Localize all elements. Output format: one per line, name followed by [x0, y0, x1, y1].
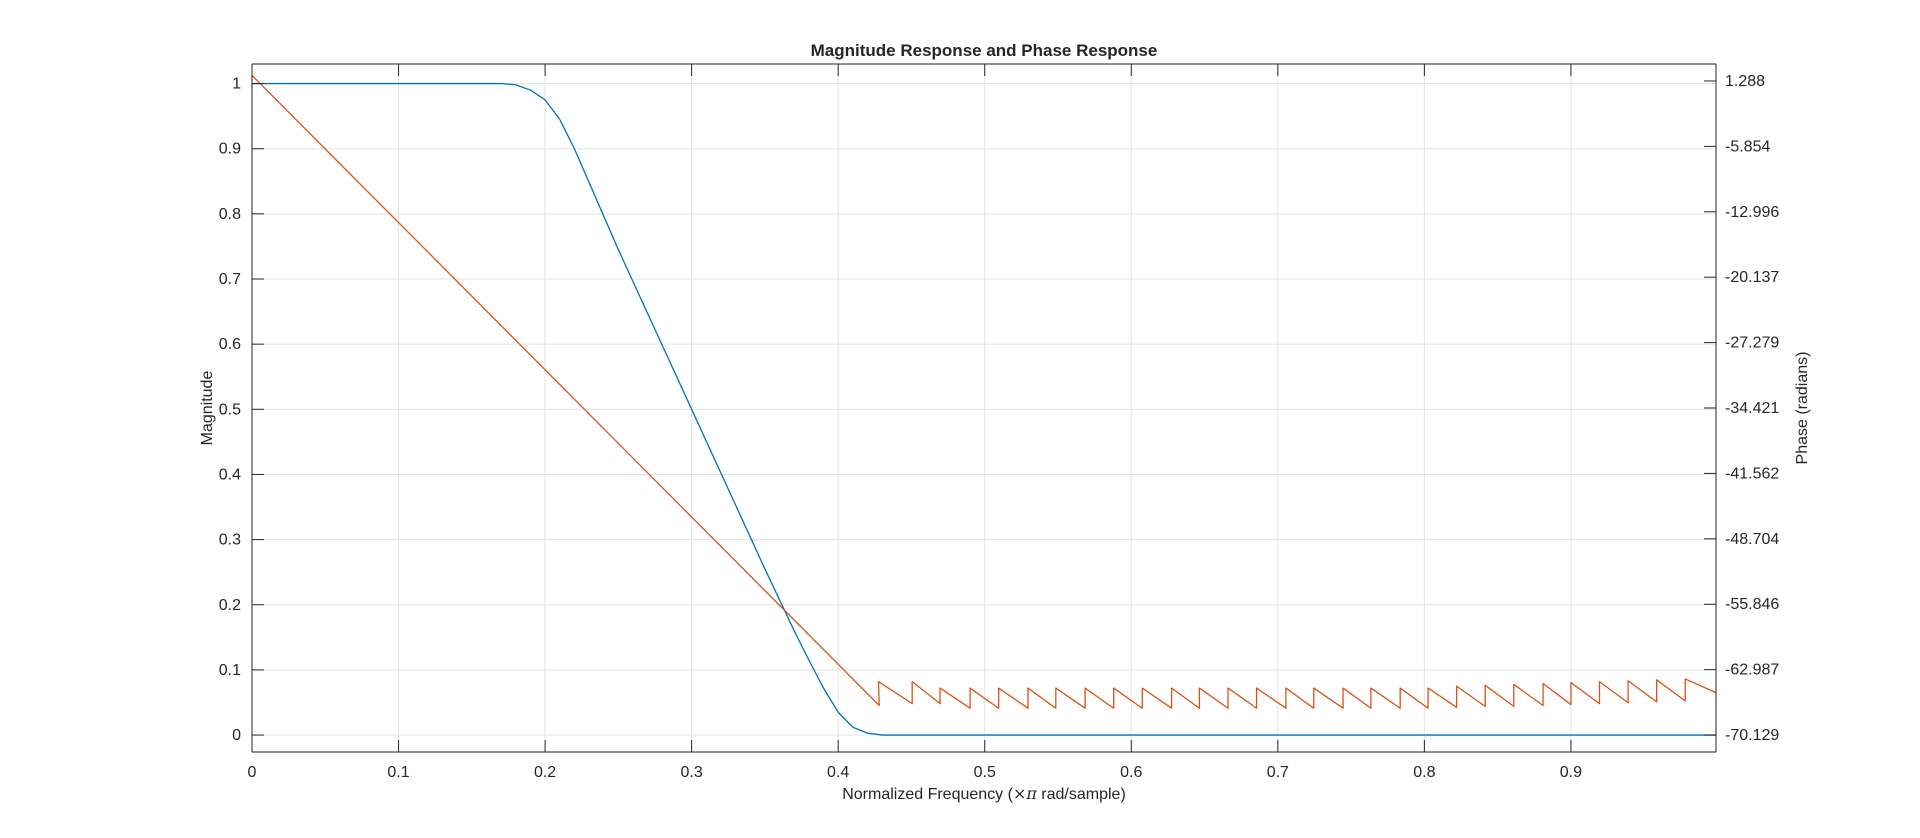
y-left-tick-label: 0.3: [219, 532, 241, 549]
x-tick-label: 0.3: [681, 764, 703, 781]
y-left-tick-label: 0.4: [219, 466, 241, 483]
y-left-tick-label: 0: [232, 727, 241, 744]
y-right-tick-label: -55.846: [1725, 596, 1779, 613]
y-right-tick-label: -41.562: [1725, 465, 1779, 482]
y-right-tick-label: -20.137: [1725, 269, 1779, 286]
plot-area: [252, 64, 1716, 752]
axis-ticks: 0 0.1 0.2 0.3 0.4 0.5 0.6 0.7 0.8 0.9 0 0.1 0.2 0.3 0.…: [219, 64, 1779, 781]
y-left-tick-label: 0.6: [219, 336, 241, 353]
y-right-tick-label: -48.704: [1725, 531, 1779, 548]
y-right-tick-label: -34.421: [1725, 400, 1779, 417]
x-tick-label: 0: [248, 764, 257, 781]
y-axis-label-right: Phase (radians): [1794, 352, 1811, 465]
y-right-tick-label: -27.279: [1725, 335, 1779, 352]
y-left-tick-label: 0.9: [219, 141, 241, 158]
x-axis-label-start: Normalized Frequency (: [842, 786, 1013, 803]
x-axis-label-end: rad/sample): [1037, 786, 1126, 803]
x-axis-label: Normalized Frequency (×π rad/sample): [842, 784, 1126, 803]
x-tick-label: 0.2: [534, 764, 556, 781]
chart-title: Magnitude Response and Phase Response: [811, 41, 1158, 60]
x-tick-label: 0.1: [387, 764, 409, 781]
y-left-tick-label: 0.7: [219, 271, 241, 288]
x-tick-label: 0.8: [1413, 764, 1435, 781]
y-axis-label-left: Magnitude: [199, 371, 216, 446]
y-left-tick-label: 0.8: [219, 206, 241, 223]
x-tick-label: 0.9: [1560, 764, 1582, 781]
magnitude-response-line: [252, 82, 1716, 736]
x-tick-label: 0.6: [1120, 764, 1142, 781]
y-left-tick-label: 0.2: [219, 597, 241, 614]
y-right-tick-label: 1.288: [1725, 73, 1765, 90]
series-lines: [251, 74, 1717, 736]
x-tick-label: 0.7: [1267, 764, 1289, 781]
x-axis-label-symbol: ×π: [1013, 784, 1037, 803]
y-left-tick-label: 0.1: [219, 662, 241, 679]
y-right-tick-label: -70.129: [1725, 727, 1779, 744]
x-tick-label: 0.4: [827, 764, 849, 781]
y-right-tick-label: -12.996: [1725, 204, 1779, 221]
phase-response-line: [251, 74, 1717, 709]
y-right-tick-label: -5.854: [1725, 138, 1770, 155]
x-tick-label: 0.5: [974, 764, 996, 781]
y-left-tick-label: 0.5: [219, 401, 241, 418]
y-left-tick-label: 1: [232, 76, 241, 93]
y-right-tick-label: -62.987: [1725, 662, 1779, 679]
